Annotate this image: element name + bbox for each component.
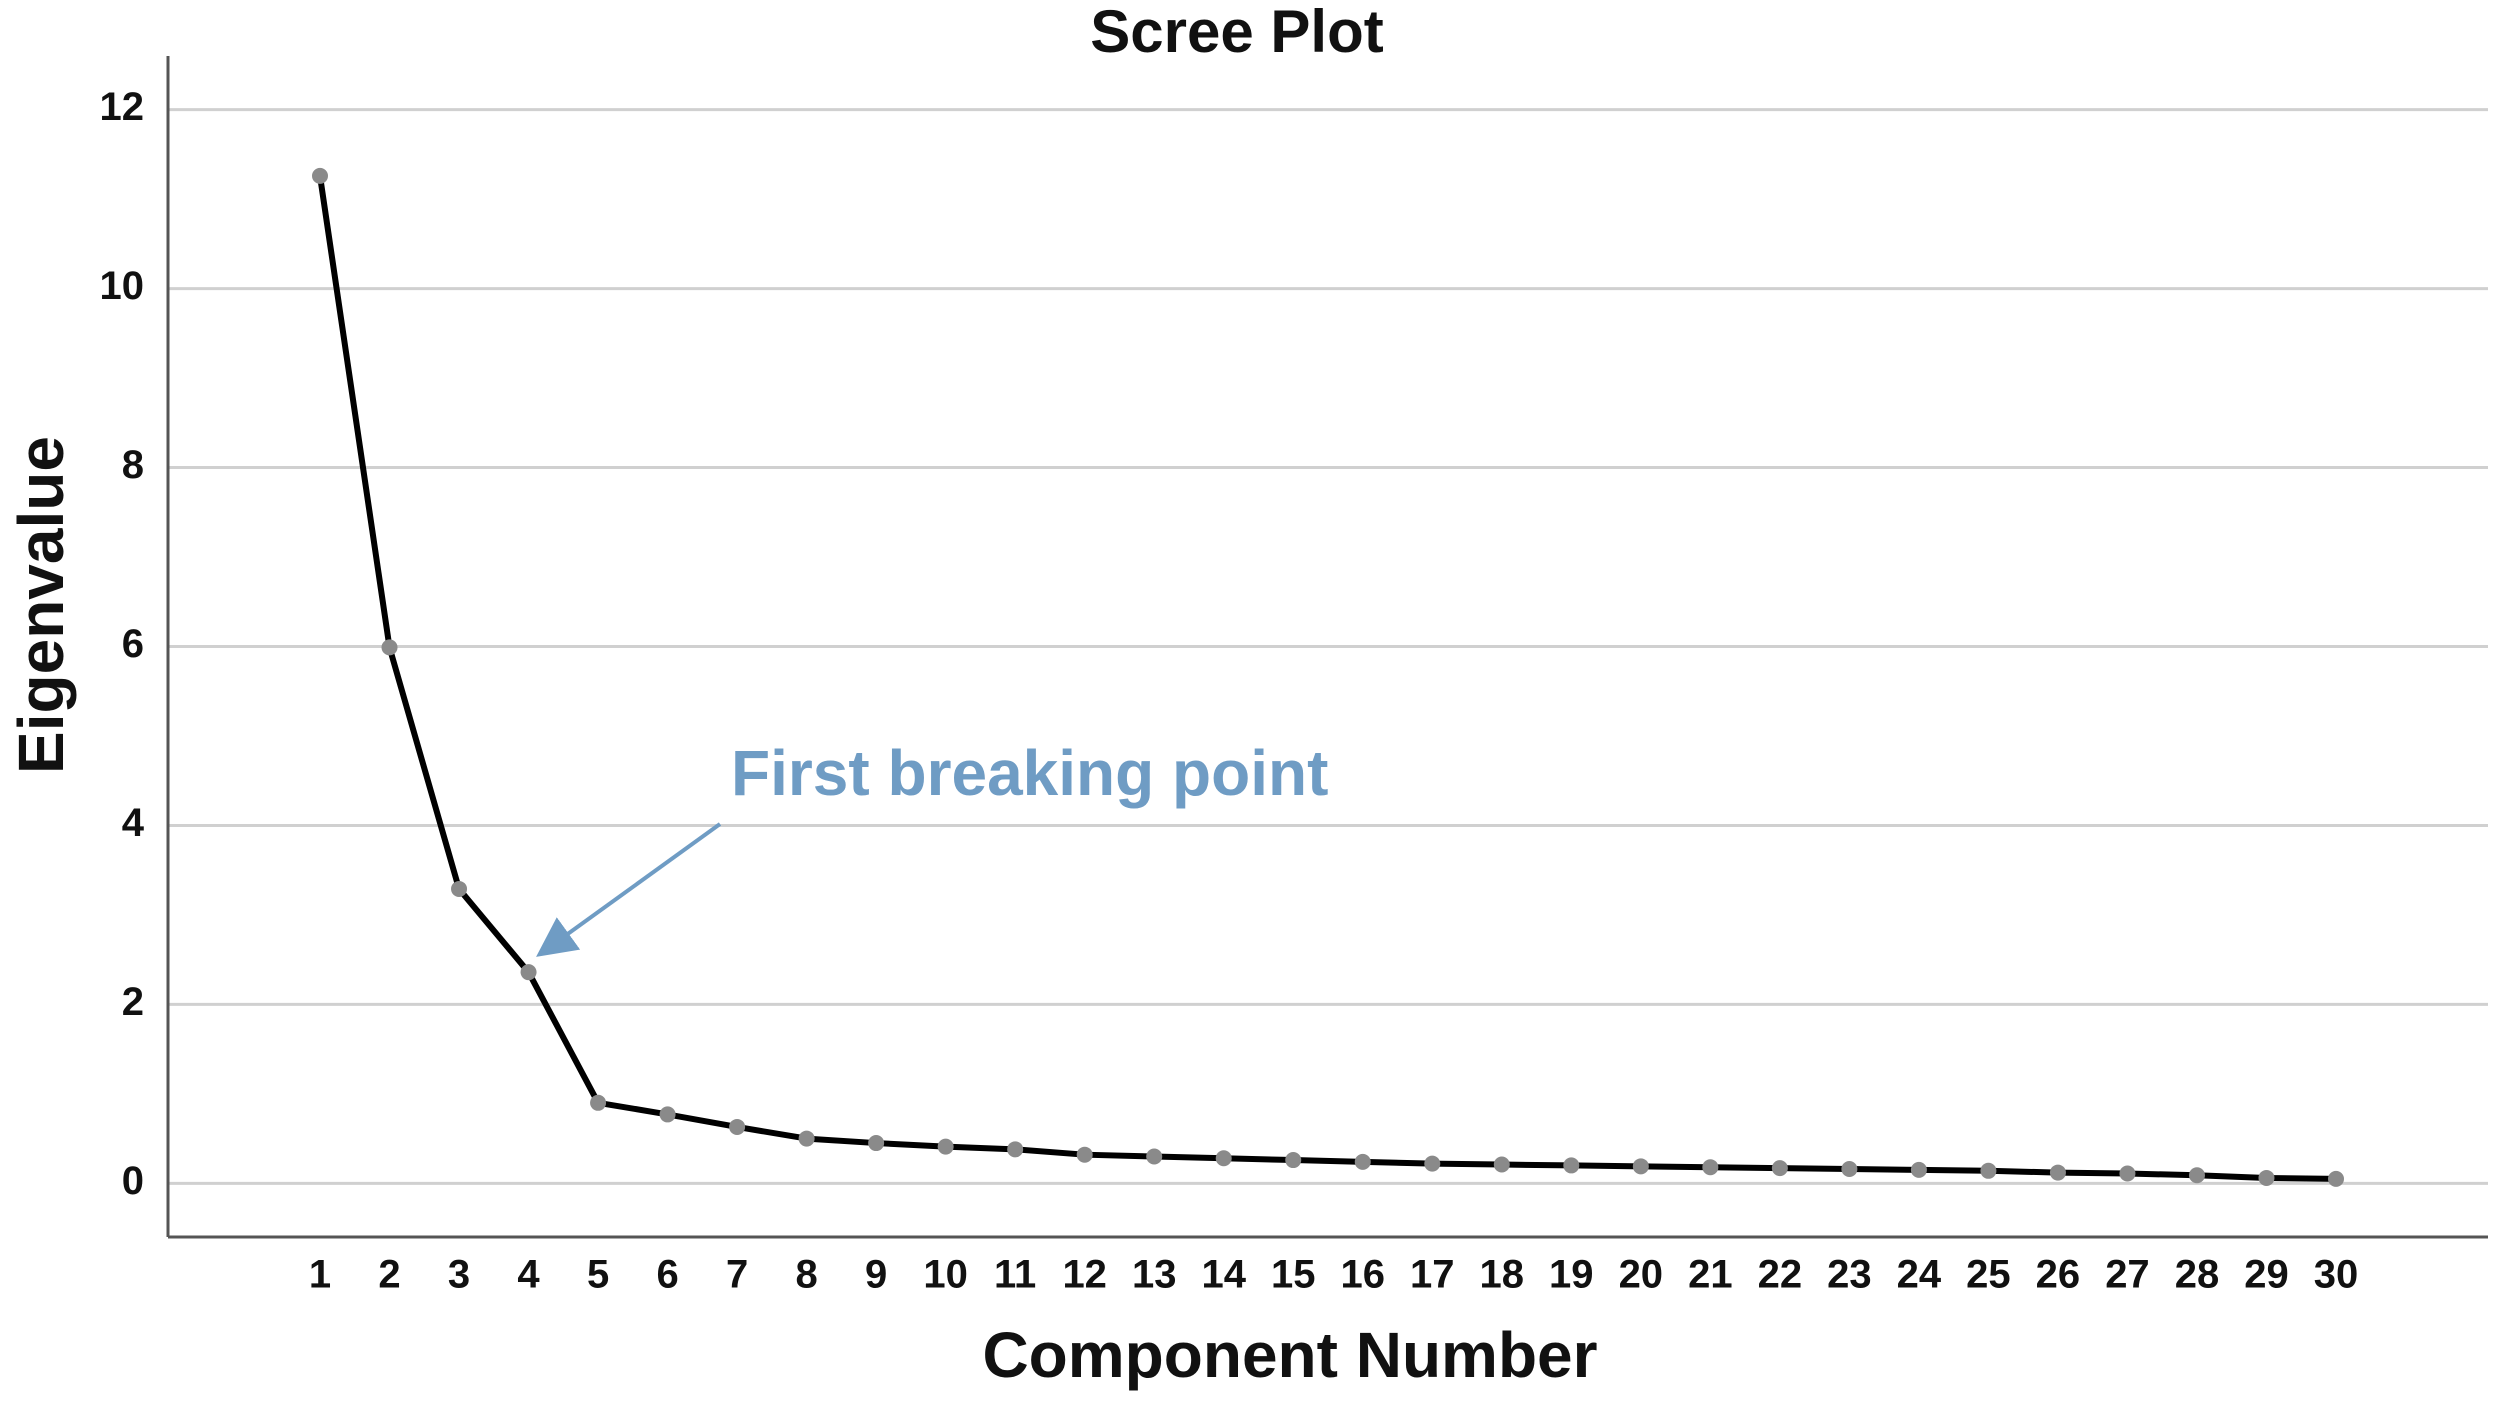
point [937,1138,954,1155]
point [659,1106,676,1123]
point [1980,1162,1997,1179]
x-tick-label: 23 [1827,1253,1872,1297]
point [1354,1153,1371,1170]
x-tick-label: 2 [378,1253,400,1297]
x-tick-label: 8 [795,1253,817,1297]
x-tick-label: 28 [2175,1253,2220,1297]
x-tick-label: 1 [309,1253,331,1297]
x-tick-label: 20 [1619,1253,1664,1297]
y-tick-label: 6 [122,622,144,666]
x-tick-label: 9 [865,1253,887,1297]
x-tick-label: 17 [1410,1253,1455,1297]
y-tick-label: 12 [100,85,145,129]
point [2188,1167,2205,1184]
x-tick-label: 6 [656,1253,678,1297]
point [1771,1160,1788,1177]
point [1424,1155,1441,1172]
x-tick-label: 10 [923,1253,968,1297]
x-tick-label: 26 [2036,1253,2081,1297]
point [1493,1156,1510,1173]
x-tick-label: 29 [2244,1253,2289,1297]
point [868,1135,885,1152]
point [451,880,468,897]
point [798,1130,815,1147]
chart-title: Scree Plot [1090,0,1383,65]
x-axis-title: Component Number [982,1319,1597,1391]
point [1146,1148,1163,1165]
annotation-arrow [536,822,722,957]
point [1702,1159,1719,1176]
point [1007,1141,1024,1158]
x-tick-label: 21 [1688,1253,1733,1297]
x-tick-label: 22 [1758,1253,1803,1297]
x-tick-label: 24 [1897,1253,1942,1297]
x-tick-label: 30 [2314,1253,2359,1297]
x-tick-label: 25 [1966,1253,2011,1297]
x-tick-label: 16 [1341,1253,1386,1297]
point [1632,1158,1649,1175]
x-tick-label: 3 [448,1253,470,1297]
point [1841,1161,1858,1178]
point [2049,1164,2066,1181]
point [1076,1146,1093,1163]
x-tick-label: 12 [1062,1253,1107,1297]
point [2119,1165,2136,1182]
x-tick-label: 11 [994,1253,1036,1297]
y-axis-title: Eigenvalue [5,436,77,774]
point [2258,1169,2275,1186]
y-tick-label: 2 [122,980,144,1024]
x-tick-label: 19 [1549,1253,1594,1297]
x-tick-label: 27 [2105,1253,2150,1297]
x-tick-label: 14 [1201,1253,1246,1297]
x-tick-label: 7 [726,1253,748,1297]
y-tick-label: 10 [100,264,145,308]
point [729,1118,746,1135]
x-tick-label: 13 [1132,1253,1177,1297]
x-tick-label: 4 [517,1253,540,1297]
series-line [317,175,2337,1182]
point [520,964,537,981]
x-tick-label: 15 [1271,1253,1316,1297]
point [1910,1161,1927,1178]
y-tick-label: 8 [122,443,144,487]
point [1285,1152,1302,1169]
x-tick-label: 5 [587,1253,609,1297]
y-tick-label: 0 [122,1159,144,1203]
point [381,639,398,656]
y-tick-label: 4 [122,801,145,845]
point [312,167,328,184]
point [1215,1150,1232,1167]
point [1563,1157,1580,1174]
annotation: First breaking point [731,737,1328,809]
x-tick-label: 18 [1480,1253,1525,1297]
point [2328,1170,2344,1187]
point [590,1094,607,1111]
